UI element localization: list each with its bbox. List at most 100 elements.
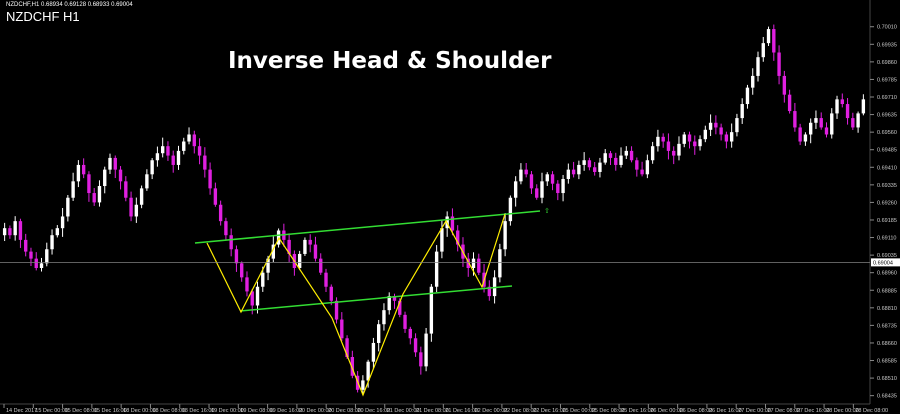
candle-body xyxy=(297,253,302,268)
candle-body xyxy=(793,111,797,128)
candle-body xyxy=(477,258,481,273)
price-tick-label: 0.68735 xyxy=(877,323,897,329)
candle-body xyxy=(45,249,49,264)
time-tick-label: 26 Dec 00:00 xyxy=(650,408,683,414)
candle-body xyxy=(603,153,607,163)
candle-body xyxy=(176,150,181,165)
candle-body xyxy=(761,43,765,58)
candle-body xyxy=(240,263,244,278)
time-tick-label: 27 Dec 16:00 xyxy=(797,408,830,414)
candle-body xyxy=(529,174,534,189)
price-tick-label: 0.68660 xyxy=(877,341,897,347)
candle-body xyxy=(645,160,650,175)
candle-body xyxy=(498,249,502,278)
candle-body xyxy=(261,272,265,287)
candle-body xyxy=(861,99,866,114)
candle-body xyxy=(255,286,260,306)
candle-body xyxy=(798,127,802,142)
candle-body xyxy=(118,169,123,182)
candle-body xyxy=(55,228,60,236)
candle-body xyxy=(171,155,175,165)
candle-body xyxy=(535,188,539,198)
candle-body xyxy=(677,143,681,156)
candle-body xyxy=(577,164,581,175)
candle-body xyxy=(408,328,412,339)
time-tick-label: 14 Dec 2017 xyxy=(6,408,37,414)
candle-body xyxy=(571,169,576,175)
current-price-label: 0.69004 xyxy=(873,260,893,266)
candle-body xyxy=(745,87,750,105)
price-tick-label: 0.69485 xyxy=(877,148,897,154)
candle-body xyxy=(229,235,233,250)
candle-body xyxy=(835,99,839,114)
candle-body xyxy=(208,169,212,189)
time-tick-label: 20 Dec 16:00 xyxy=(357,408,390,414)
candle-body xyxy=(155,153,160,161)
time-tick-label: 22 Dec 16:00 xyxy=(533,408,566,414)
lower-trendline xyxy=(239,285,513,312)
time-tick-label: 21 Dec 16:00 xyxy=(445,408,478,414)
candle-body xyxy=(8,228,12,236)
time-tick-label: 18 Dec 08:00 xyxy=(152,408,185,414)
time-tick-label: 27 Dec 08:00 xyxy=(767,408,800,414)
candle-body xyxy=(371,342,376,362)
candle-body xyxy=(192,134,196,147)
time-tick-label: 18 Dec 00:00 xyxy=(123,408,156,414)
candle-body xyxy=(566,169,571,179)
candle-body xyxy=(366,361,370,381)
candle-body xyxy=(150,160,154,175)
candle-body xyxy=(440,228,444,252)
candle-body xyxy=(424,333,428,367)
candle-body xyxy=(387,296,391,311)
candle-body xyxy=(513,181,518,198)
price-tick-label: 0.69260 xyxy=(877,200,897,206)
candle-body xyxy=(650,146,655,161)
candle-body xyxy=(197,146,202,156)
candle-body xyxy=(724,134,729,142)
candle-body xyxy=(429,286,434,334)
candle-body xyxy=(324,272,328,287)
time-tick-label: 21 Dec 00:00 xyxy=(387,408,420,414)
candle-body xyxy=(266,258,270,273)
candle-body xyxy=(719,127,723,135)
candle-body xyxy=(139,188,144,205)
candle-body xyxy=(708,122,713,130)
candle-body xyxy=(245,277,249,292)
time-tick-label: 19 Dec 16:00 xyxy=(270,408,303,414)
price-tick-label: 0.68960 xyxy=(877,271,897,277)
candle-body xyxy=(450,216,455,231)
time-tick-label: 25 Dec 00:00 xyxy=(562,408,595,414)
candle-body xyxy=(24,239,28,252)
pattern-zigzag xyxy=(206,213,506,397)
candle-body xyxy=(434,251,439,287)
candle-body xyxy=(113,157,117,170)
chart-info-line: NZDCHF,H1 0.68934 0.69128 0.68933 0.6900… xyxy=(6,2,133,8)
candle-body xyxy=(550,174,555,184)
candle-body xyxy=(682,134,686,144)
candle-body xyxy=(519,169,523,182)
time-tick-label: 18 Dec 16:00 xyxy=(182,408,215,414)
candle-body xyxy=(419,352,423,367)
candle-body xyxy=(787,94,792,112)
chart-symbol-label: NZDCHF H1 xyxy=(6,9,80,24)
price-tick-label: 0.69110 xyxy=(877,236,896,242)
candle-body xyxy=(60,216,65,229)
candle-body xyxy=(503,221,507,250)
candle-body xyxy=(329,286,333,301)
candle-body xyxy=(466,258,470,268)
trendline-arrow-icon: ⇧ xyxy=(544,207,550,215)
candle-body xyxy=(471,258,476,268)
candle-body xyxy=(540,181,544,198)
candle-body xyxy=(693,141,697,147)
time-tick-label: 26 Dec 08:00 xyxy=(680,408,713,414)
candle-body xyxy=(656,136,660,147)
candle-body xyxy=(524,169,528,175)
candle-body xyxy=(203,155,207,170)
candle-body xyxy=(592,167,597,172)
price-tick-label: 0.70010 xyxy=(877,25,897,31)
price-tick-label: 0.69710 xyxy=(877,95,897,101)
candle-body xyxy=(661,136,665,142)
candle-body xyxy=(687,134,692,142)
candle-body xyxy=(398,300,402,315)
